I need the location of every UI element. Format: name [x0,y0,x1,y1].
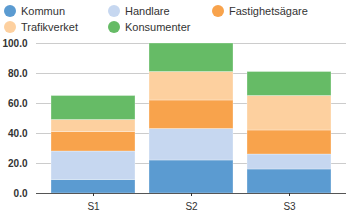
html-text:Konsumenter: Konsumenter [125,21,191,33]
svg-text:20.0: 20.0 [8,158,28,169]
svg-text:0.0: 0.0 [14,188,28,199]
svg-text:S1: S1 [87,201,100,212]
html-text:Handlare: Handlare [125,5,170,17]
svg-text:80.0: 80.0 [8,68,28,79]
svg-text:S3: S3 [283,201,296,212]
svg-text:100.0: 100.0 [2,38,27,49]
svg-text:S2: S2 [185,201,198,212]
html-text:Kommun: Kommun [21,5,65,17]
svg-text:60.0: 60.0 [8,98,28,109]
html-text:Trafikverket: Trafikverket [21,21,78,33]
html-text:Fastighetsägare: Fastighetsägare [229,5,308,17]
svg-text:40.0: 40.0 [8,128,28,139]
